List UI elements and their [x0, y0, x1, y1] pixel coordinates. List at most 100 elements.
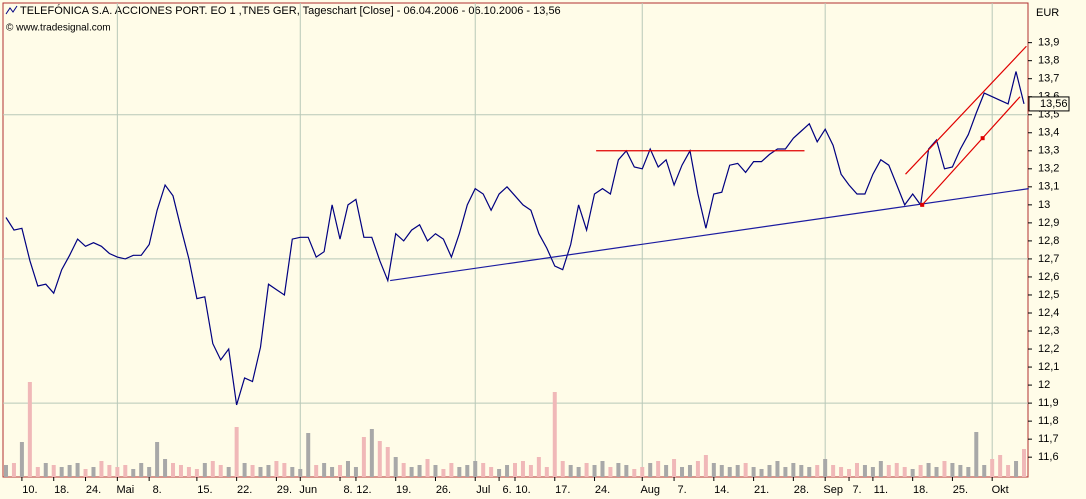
x-tick-label: 24. — [595, 484, 610, 496]
y-tick-label: 12,3 — [1038, 325, 1059, 337]
volume-bar — [624, 465, 629, 477]
y-tick-label: 12,8 — [1038, 235, 1059, 247]
x-tick-label: 11. — [874, 484, 888, 496]
volume-bar — [775, 461, 780, 477]
volume-bar — [210, 461, 215, 477]
volume-bar — [27, 382, 32, 477]
volume-bar — [83, 469, 88, 477]
volume-bar — [242, 463, 247, 477]
price-line — [5, 71, 1025, 406]
volume-bar — [632, 469, 637, 477]
volume-bar — [19, 442, 24, 477]
volume-bar — [123, 465, 128, 477]
volume-bar — [568, 465, 573, 477]
volume-bar — [457, 467, 462, 477]
volume-bar — [560, 461, 565, 477]
x-tick-label: 8. — [153, 484, 162, 496]
volume-bar — [155, 442, 160, 477]
volume-bar — [719, 465, 724, 477]
volume-bar — [584, 463, 589, 477]
volume-bar — [361, 437, 366, 477]
y-tick-label: 13 — [1038, 199, 1050, 211]
volume-bar — [393, 457, 398, 477]
x-tick-label: 18. — [913, 484, 928, 496]
volume-bar — [759, 469, 764, 477]
volume-bar — [711, 463, 716, 477]
volume-bar — [894, 463, 899, 477]
last-price-box — [1028, 96, 1070, 112]
volume-bar — [815, 465, 820, 477]
volume-bar — [306, 433, 311, 477]
volume-bar — [998, 455, 1003, 477]
trend-line — [905, 45, 1027, 175]
y-tick-label: 12,4 — [1038, 307, 1059, 319]
x-tick-label: 19. — [396, 484, 411, 496]
volume-bar — [401, 463, 406, 477]
volume-bar — [552, 392, 557, 477]
volume-bar — [870, 467, 875, 477]
volume-bar — [934, 467, 939, 477]
x-tick-label: 25. — [953, 484, 968, 496]
chart-title: TELEFÓNICA S.A. ACCIONES PORT. EO 1 ,TNE… — [20, 4, 561, 17]
volume-bar — [290, 467, 295, 477]
volume-bar — [847, 469, 852, 477]
y-tick-label: 13,9 — [1038, 37, 1059, 49]
volume-bar — [616, 463, 621, 477]
y-tick-label: 12 — [1038, 379, 1050, 391]
x-tick-label: 29. — [277, 484, 292, 496]
y-tick-label: 11,6 — [1038, 451, 1059, 463]
volume-bar — [369, 429, 374, 477]
volume-bar — [433, 465, 438, 477]
volume-bar — [330, 467, 335, 477]
x-tick-label: 8. — [343, 484, 352, 496]
volume-bar — [250, 465, 255, 477]
x-tick-label: Okt — [992, 484, 1009, 496]
x-tick-label: 22. — [237, 484, 252, 496]
volume-bar — [481, 463, 486, 477]
x-tick-label: 21. — [754, 484, 769, 496]
y-tick-label: 13,1 — [1038, 181, 1059, 193]
volume-bar — [234, 427, 239, 477]
x-tick-label: 10. — [22, 484, 37, 496]
volume-bar — [266, 465, 271, 477]
y-tick-label: 13,7 — [1038, 73, 1059, 85]
y-tick-label: 12,2 — [1038, 343, 1059, 355]
x-tick-label: 12. — [356, 484, 371, 496]
volume-bar — [695, 461, 700, 477]
volume-bar — [743, 463, 748, 477]
volume-bar — [735, 465, 740, 477]
volume-bar — [75, 463, 80, 477]
volume-bar — [902, 467, 907, 477]
volume-bar — [99, 461, 104, 477]
x-tick-label: 28. — [794, 484, 809, 496]
volume-bar — [489, 467, 494, 477]
volume-bar — [703, 455, 708, 477]
volume-bar — [274, 461, 279, 477]
volume-bar — [11, 463, 16, 477]
volume-bar — [449, 463, 454, 477]
y-tick-label: 11,9 — [1038, 397, 1059, 409]
x-tick-label: Jul — [476, 484, 490, 496]
volume-bar — [664, 465, 669, 477]
x-tick-label: Jun — [299, 484, 317, 496]
volume-bar — [1014, 461, 1019, 477]
volume-bar — [67, 465, 72, 477]
volume-bar — [338, 465, 343, 477]
volume-bar — [505, 465, 510, 477]
volume-bar — [194, 469, 199, 477]
volume-bar — [886, 465, 891, 477]
x-tick-label: 24. — [86, 484, 101, 496]
volume-bar — [687, 465, 692, 477]
y-tick-label: 13,4 — [1038, 127, 1059, 139]
volume-bar — [966, 467, 971, 477]
volume-bar — [115, 467, 120, 477]
volume-bar — [990, 459, 995, 477]
volume-bar — [854, 463, 859, 477]
volume-bar — [767, 465, 772, 477]
plot-area — [2, 2, 1029, 478]
volume-bar — [226, 467, 231, 477]
volume-bar — [345, 461, 350, 477]
volume-bar — [926, 463, 931, 477]
x-tick-label: 10. — [515, 484, 530, 496]
